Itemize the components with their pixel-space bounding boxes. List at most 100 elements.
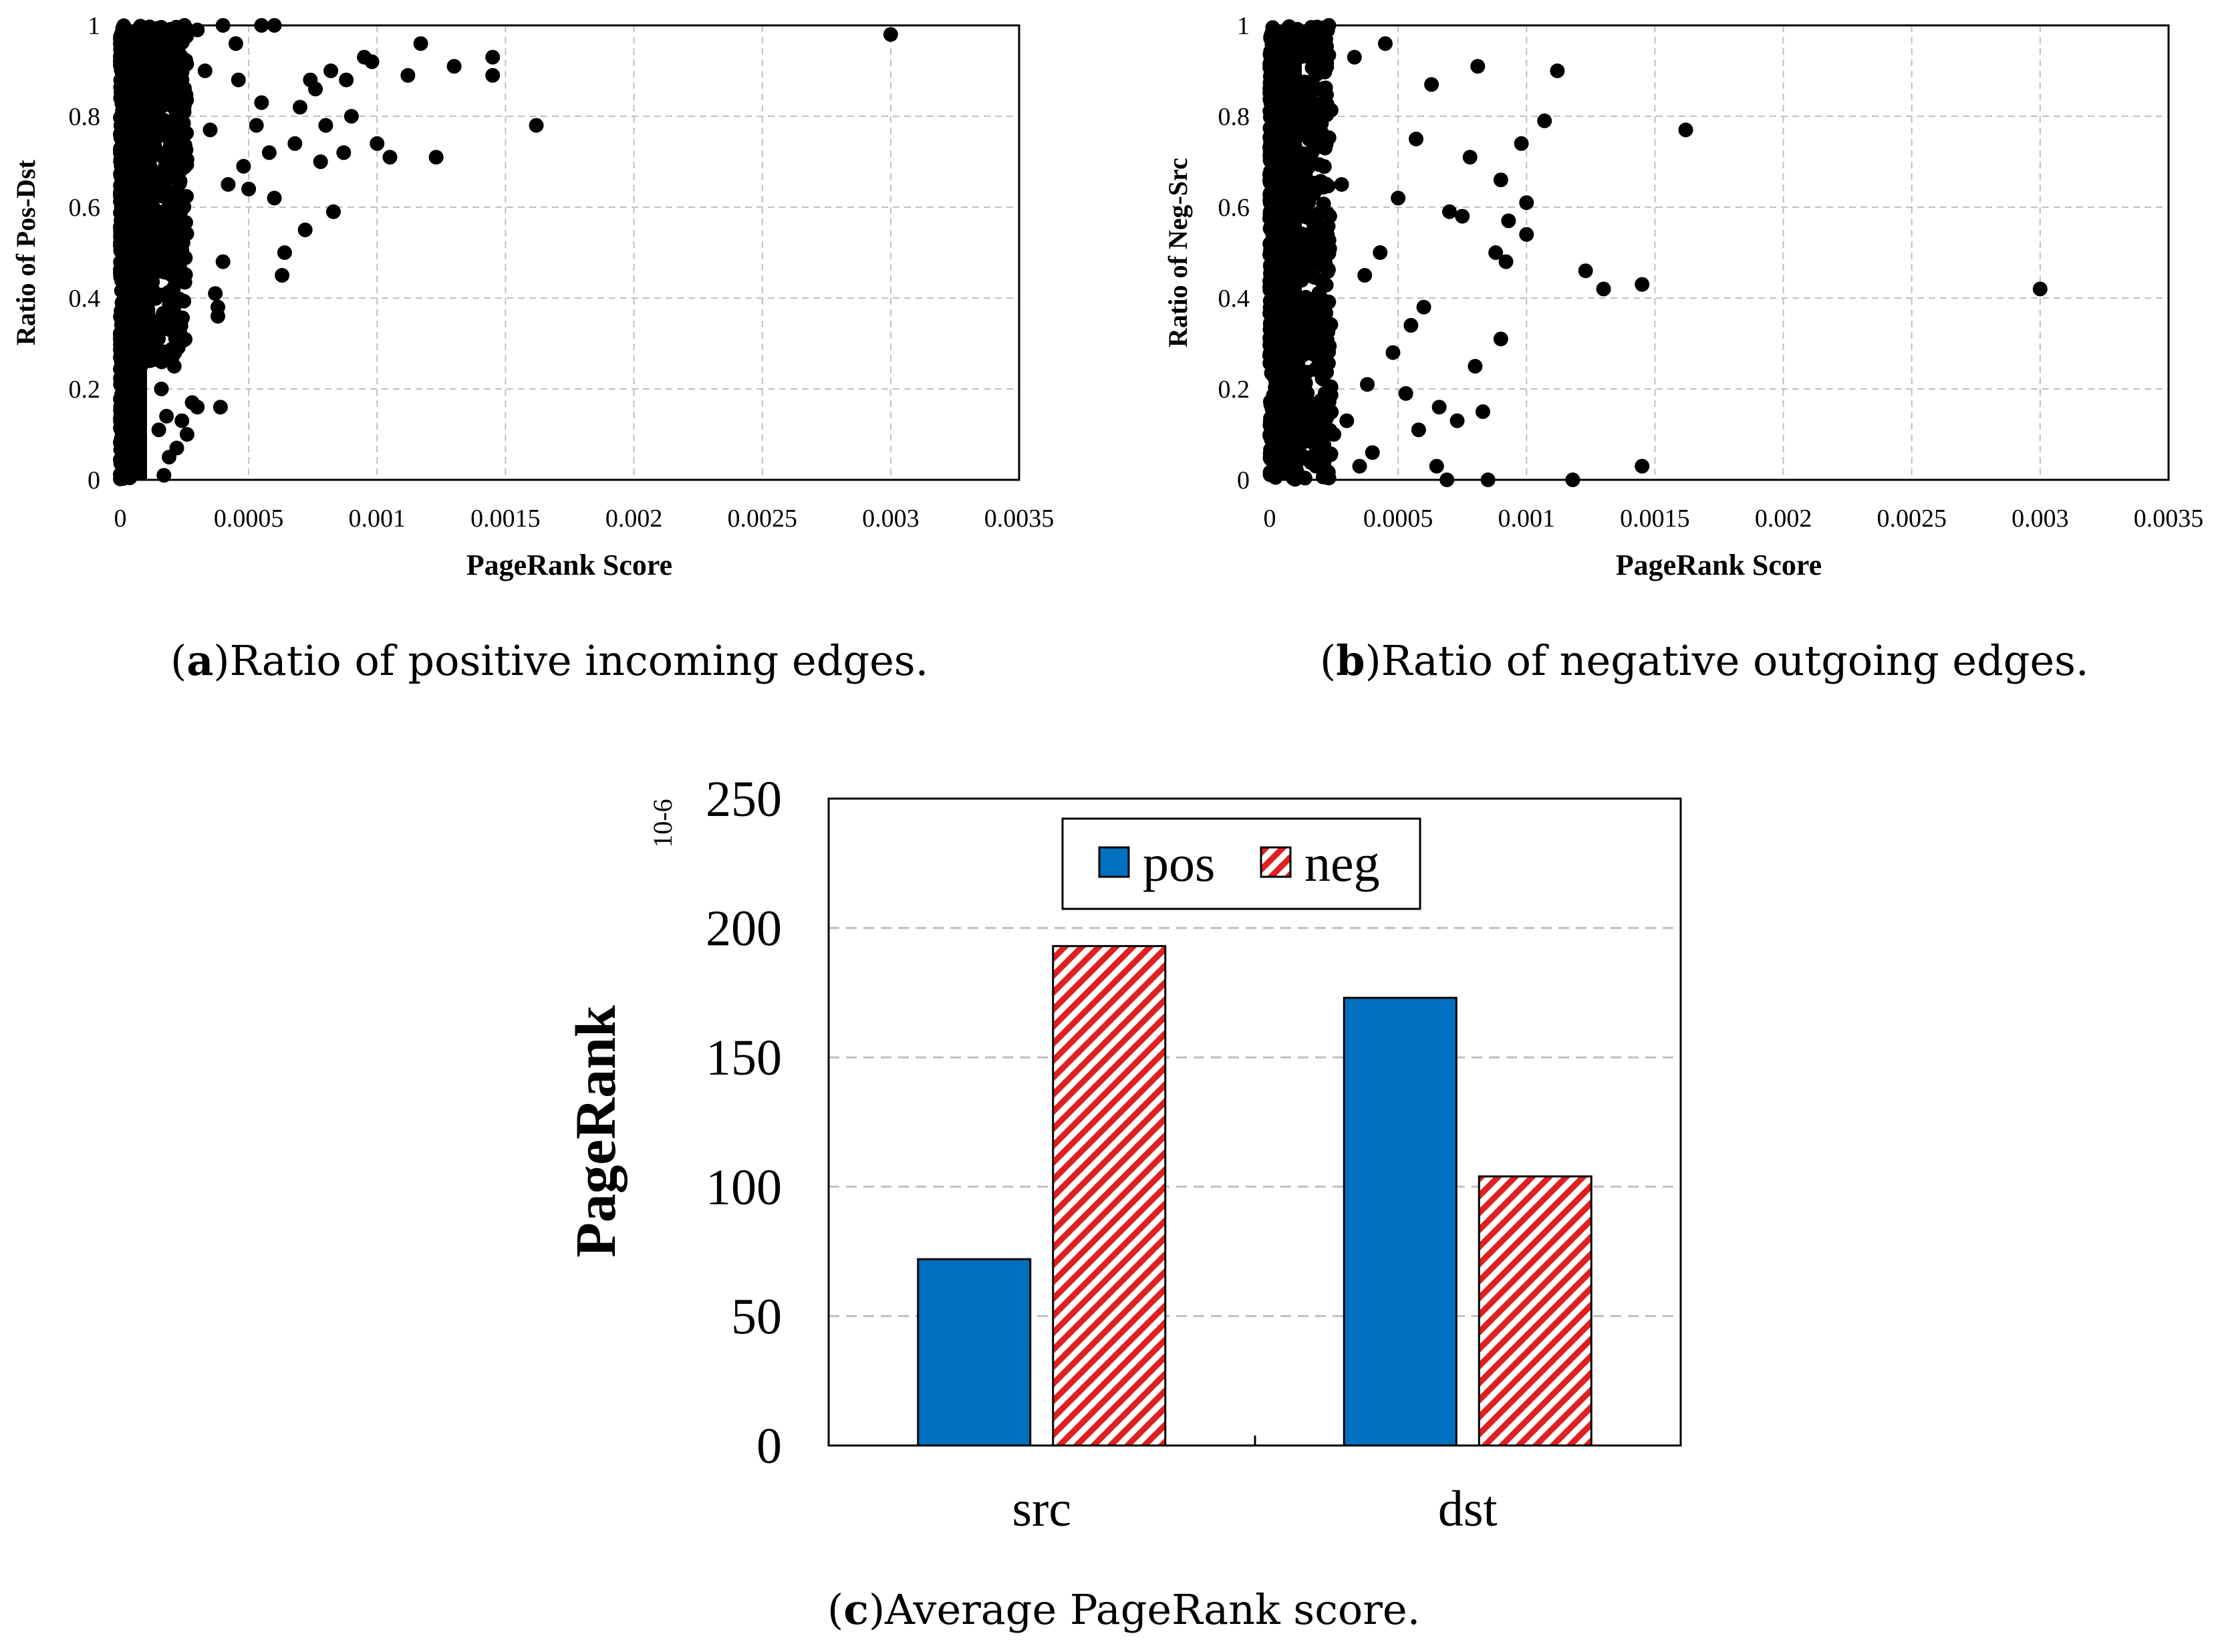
y-axis-unit-c: 10-6 [648, 799, 678, 847]
scatter-point-b [1301, 159, 1316, 174]
scatter-point-b [1429, 458, 1444, 474]
scatter-point-b [1537, 113, 1552, 128]
scatter-point-a [357, 49, 372, 65]
scatter-point-b [1365, 445, 1380, 460]
points-b [1262, 18, 2048, 487]
scatter-point-b [1327, 427, 1342, 442]
x-tick-label-a: 0.0015 [470, 505, 541, 533]
bar-pos-dst [1343, 996, 1458, 1447]
scatter-point-a [297, 223, 313, 237]
scatter-point-a [150, 86, 166, 102]
scatter-point-a [165, 132, 180, 147]
scatter-point-a [213, 400, 228, 415]
bar-chart-c: 0 50 100 150 200 250 src dst PageRank 10-6 pos… [563, 771, 1682, 1537]
bar-neg-src [1052, 945, 1167, 1447]
scatter-point-a [267, 190, 282, 206]
scatter-point-a [154, 382, 169, 396]
y-tick-label-a: 0.6 [69, 194, 101, 222]
scatter-point-a [343, 109, 359, 124]
scatter-point-a [208, 286, 223, 301]
x-tick-label-a: 0.0035 [984, 505, 1055, 533]
x-axis-label-b: PageRank Score [1616, 549, 1822, 581]
scatter-point-a [261, 145, 277, 160]
scatter-point-b [1307, 40, 1323, 55]
scatter-point-a [428, 150, 444, 165]
caption-a-tag: a [186, 636, 214, 685]
y-tick-label-a: 0.8 [69, 103, 101, 131]
scatter-point-b [1373, 245, 1388, 260]
scatter-point-b [1519, 195, 1534, 211]
scatter-point-b [1635, 277, 1650, 292]
scatter-point-b [1304, 19, 1319, 35]
scatter-point-a [153, 112, 168, 128]
scatter-point-b [1312, 417, 1328, 432]
legend-label-pos: pos [1143, 834, 1215, 892]
scatter-point-a [303, 72, 318, 88]
scatter-point-b [1347, 49, 1362, 65]
scatter-point-b [1298, 376, 1313, 391]
scatter-point-a [318, 118, 333, 133]
x-tick-label-a: 0 [114, 505, 127, 533]
scatter-point-a [883, 27, 898, 42]
scatter-point-b [1307, 304, 1323, 319]
caption-c: (c)Average PageRank score. [827, 1585, 1421, 1634]
grid-a [120, 25, 1019, 480]
scatter-point-b [1398, 386, 1413, 401]
scatter-point-a [160, 319, 175, 334]
scatter-point-a [143, 204, 158, 220]
scatter-point-a [175, 310, 190, 325]
scatter-point-b [1635, 458, 1650, 474]
scatter-point-b [1431, 400, 1447, 415]
scatter-point-b [1304, 145, 1320, 160]
scatter-point-b [1307, 362, 1323, 377]
scatter-point-a [197, 63, 213, 78]
bar-neg-dst [1478, 1175, 1592, 1447]
legend-swatch-neg [1260, 846, 1292, 878]
x-tick-label-b: 0.0035 [2134, 505, 2204, 533]
scatter-point-b [1493, 172, 1508, 188]
scatter-point-b [1319, 305, 1334, 321]
x-tick-label-c: dst [1438, 1481, 1498, 1537]
x-tick-label-b: 0.003 [2011, 505, 2069, 533]
scatter-point-b [1316, 159, 1332, 174]
scatter-chart-b: 0 0.2 0.4 0.6 0.8 1 0 0.0005 0.001 0.0015 0.002 0.… [1163, 12, 2203, 581]
scatter-point-b [1424, 77, 1439, 92]
scatter-point-a [413, 36, 428, 51]
scatter-point-b [1316, 196, 1331, 212]
scatter-point-b [1314, 257, 1329, 273]
scatter-point-a [446, 59, 462, 74]
scatter-point-a [485, 67, 501, 83]
y-tick-label-b: 0.4 [1218, 285, 1250, 313]
caption-a: (a)Ratio of positive incoming edges. [170, 636, 929, 685]
scatter-point-a [178, 267, 193, 283]
scatter-point-b [1319, 398, 1335, 413]
grid-b [1270, 25, 2169, 480]
scatter-point-b [1514, 136, 1529, 151]
x-tick-label-a: 0.001 [349, 505, 406, 533]
scatter-point-b [1385, 345, 1401, 360]
scatter-point-a [160, 307, 176, 323]
y-tick-label-c: 250 [706, 771, 782, 827]
scatter-point-a [236, 158, 251, 174]
scatter-point-a [221, 177, 236, 192]
scatter-point-a [275, 268, 290, 283]
scatter-point-b [1306, 318, 1321, 333]
scatter-point-b [1334, 177, 1349, 192]
scatter-point-a [152, 67, 168, 82]
caption-c-tag: c [843, 1585, 869, 1634]
scatter-point-a [172, 103, 188, 118]
x-tick-label-b: 0.0005 [1363, 505, 1433, 533]
legend-label-neg: neg [1304, 834, 1380, 892]
y-tick-label-c: 100 [706, 1159, 782, 1216]
scatter-point-a [249, 118, 264, 133]
scatter-point-b [1313, 291, 1329, 305]
scatter-point-a [293, 100, 307, 115]
y-axis-label-b: Ratio of Neg-Src [1163, 158, 1193, 348]
x-tick-label-a: 0.002 [605, 505, 663, 533]
scatter-point-b [1550, 63, 1565, 78]
scatter-dense-band-a [120, 25, 147, 480]
scatter-point-a [325, 204, 341, 219]
plot-frame-a [119, 24, 1020, 481]
scatter-point-a [241, 181, 257, 196]
scatter-point-a [228, 36, 243, 51]
